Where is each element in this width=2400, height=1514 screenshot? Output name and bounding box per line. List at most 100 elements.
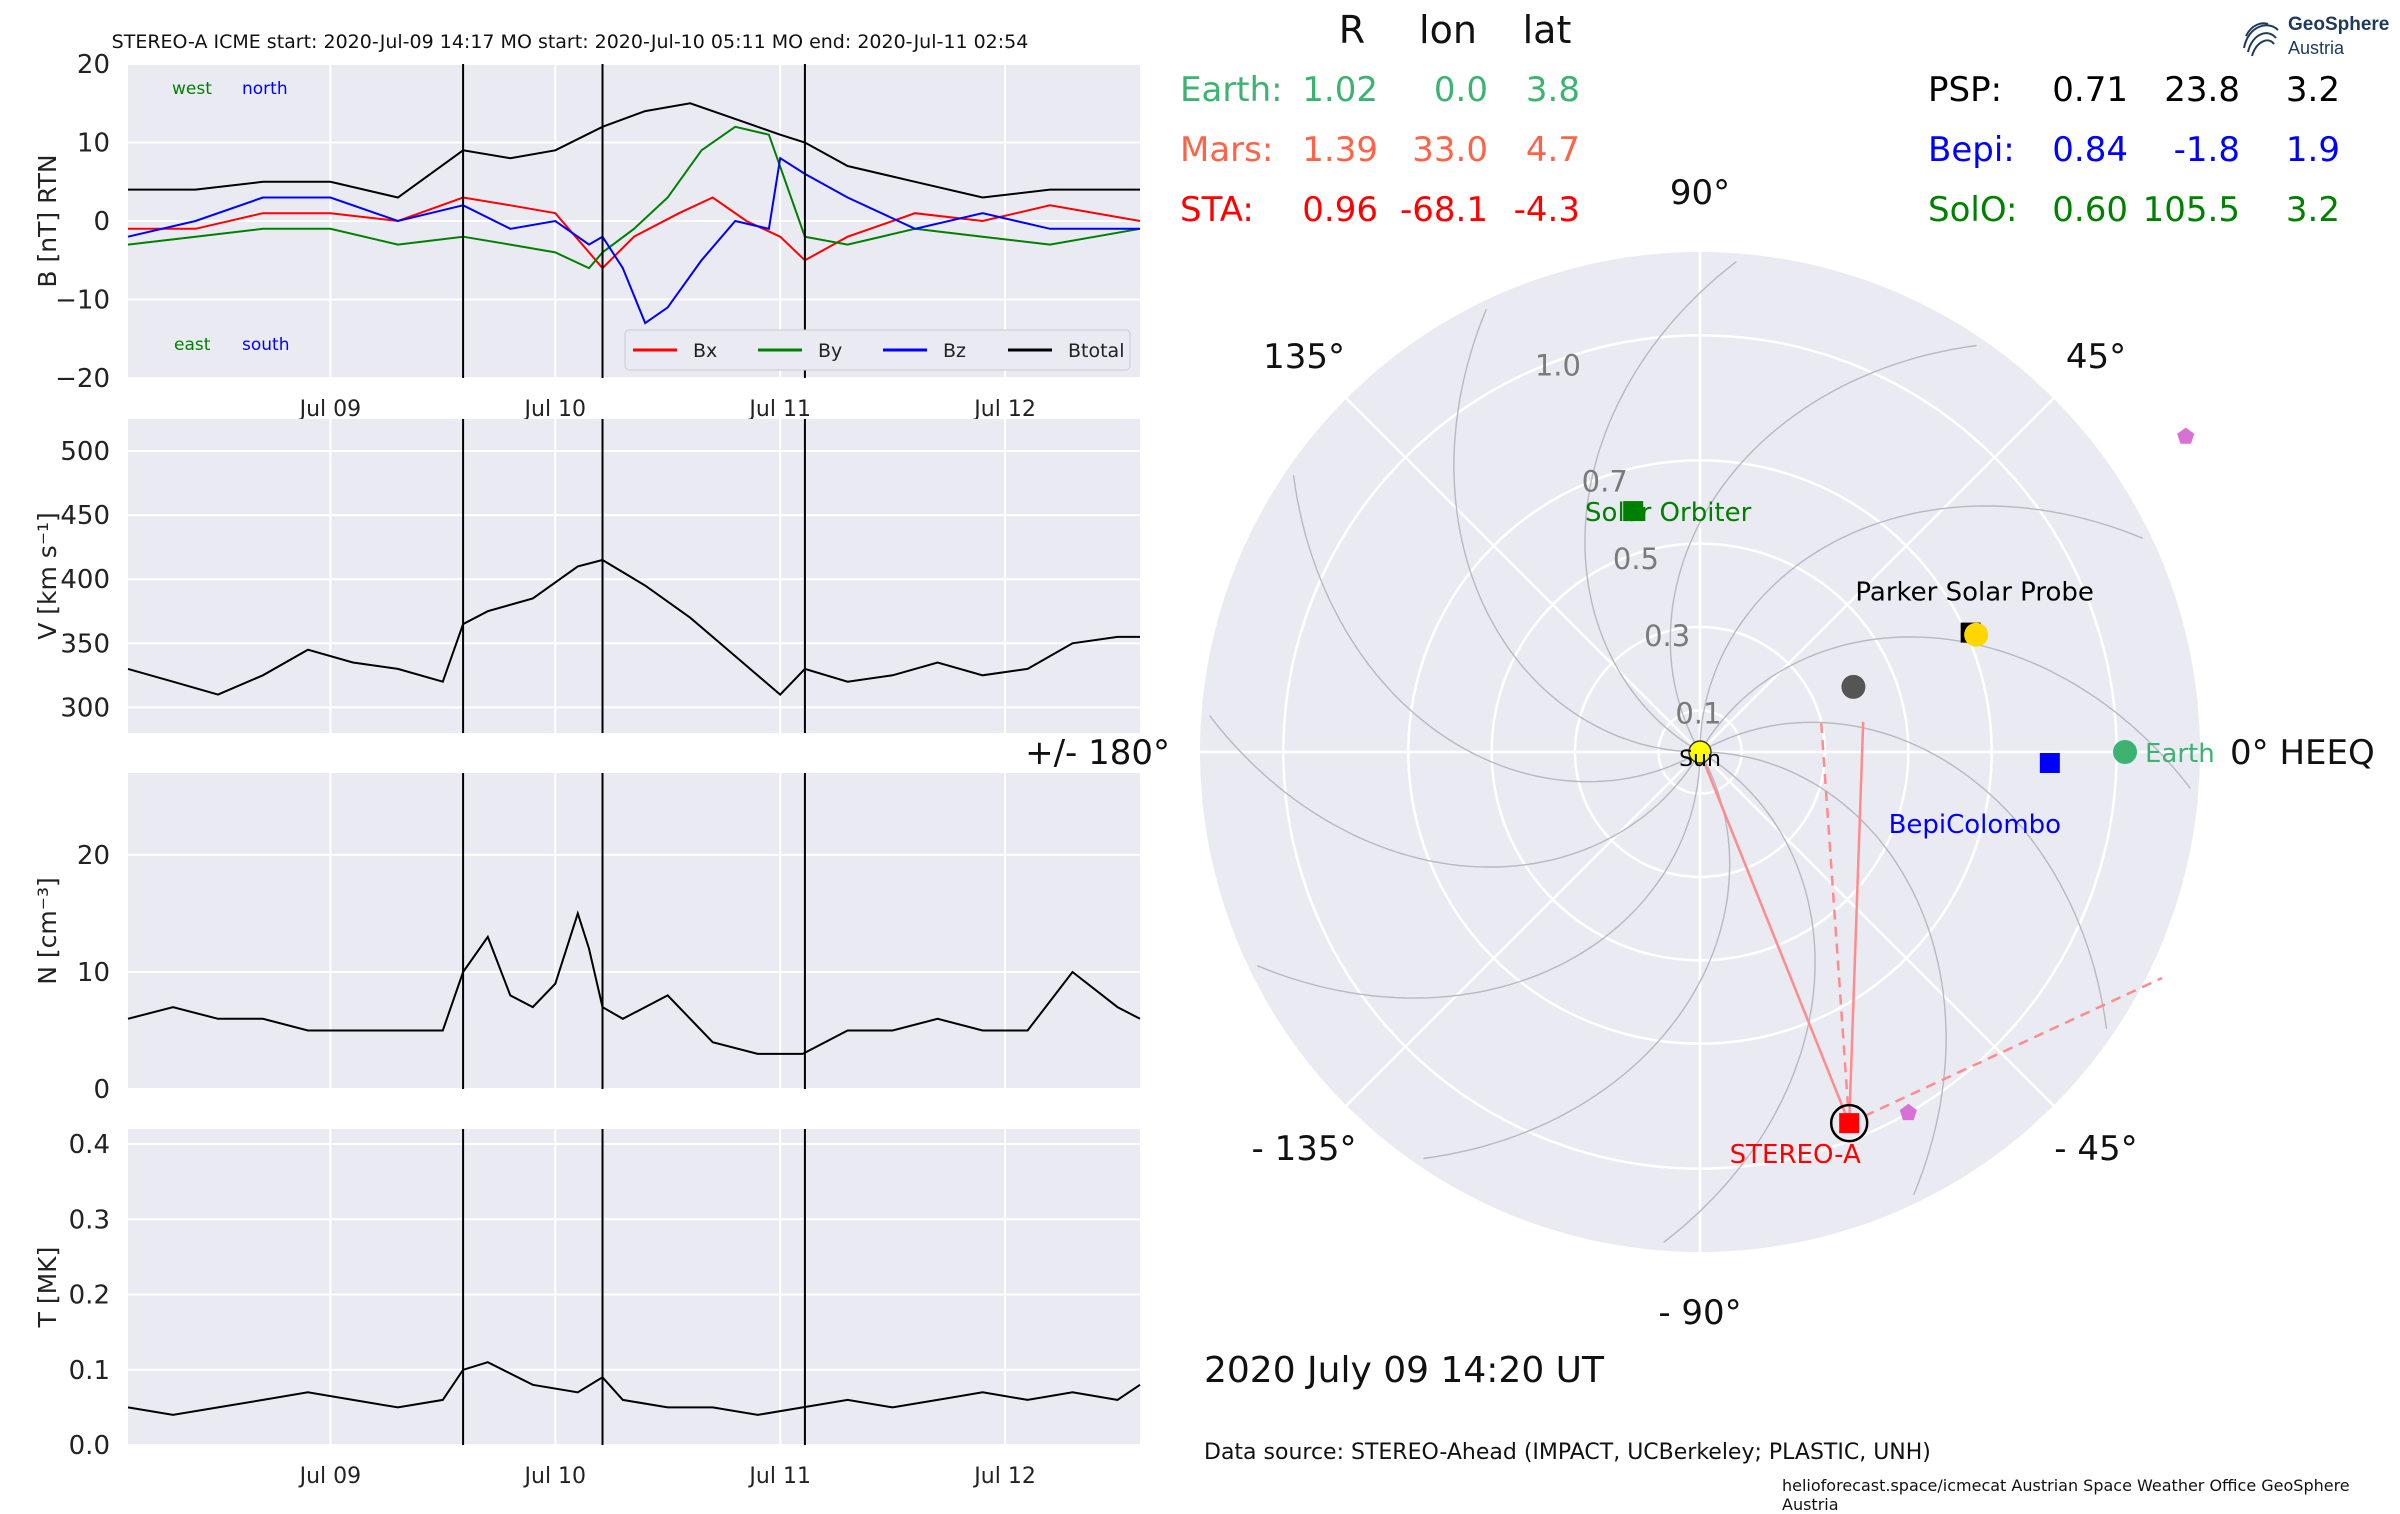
- series-line-data: [127, 558, 1140, 696]
- sta-view-line: [1847, 721, 1865, 1124]
- corner-label-east: east: [174, 335, 211, 355]
- y-tick-label: 10: [77, 129, 110, 159]
- x-tick-label: Jul 11: [747, 1464, 811, 1489]
- radius-label: 0.1: [1675, 696, 1721, 730]
- spiral-line: [1423, 758, 1731, 1160]
- panel-4: 0.4 0.3 0.2 0.1 0.0 T [MK] Jul 09 Jul 10 Jul 11 J…: [33, 1129, 1141, 1489]
- spiral-line: [1256, 760, 1701, 999]
- spiral-line: [1703, 636, 2191, 789]
- legend-entry: Bz: [943, 340, 966, 362]
- series-line-data: [127, 910, 1141, 1055]
- sun-sta-line: [1698, 751, 1851, 1124]
- spiral-line: [1663, 755, 1816, 1243]
- y-tick-label: 0.3: [69, 1205, 110, 1235]
- spiral-line: [1708, 751, 1947, 1196]
- solar-orbiter-marker: [1623, 501, 1644, 522]
- x-tick-label: Jul 09: [298, 397, 362, 422]
- angle-spoke: [1699, 397, 2055, 753]
- bepicolombo-marker: [2039, 752, 2060, 773]
- radius-label: 0.3: [1644, 619, 1690, 653]
- x-tick-label: Jul 11: [747, 397, 811, 422]
- series-line-by: [127, 125, 1141, 270]
- y-tick-label: 0.2: [69, 1281, 110, 1311]
- y-tick-label: 350: [60, 629, 110, 659]
- y-axis-label: V [km s⁻¹]: [33, 512, 62, 640]
- angle-label: 45°: [2066, 337, 2126, 377]
- series-line-bz: [127, 156, 1140, 325]
- legend-entry: By: [818, 340, 842, 362]
- y-axis-label: B [nT] RTN: [33, 154, 62, 287]
- mars-marker: [2177, 427, 2195, 444]
- radius-label: 0.7: [1582, 465, 1628, 499]
- geosphere-logo-icon: [2243, 22, 2279, 57]
- radius-label: 0.5: [1613, 542, 1659, 576]
- bepicolombo-label: BepiColombo: [1889, 810, 2062, 840]
- panel-background: [128, 419, 1140, 733]
- y-tick-label: −20: [55, 364, 110, 394]
- series-line-bx: [128, 196, 1141, 270]
- y-tick-label: −10: [55, 286, 110, 316]
- earth-label: Earth: [2145, 739, 2215, 769]
- panel-background: [128, 1129, 1140, 1445]
- angle-label: - 135°: [1252, 1129, 1357, 1169]
- mercury-marker: [1841, 674, 1866, 699]
- corner-label-north: north: [242, 79, 288, 99]
- spiral-line: [1209, 715, 1697, 868]
- x-tick-label: Jul 10: [523, 1464, 587, 1489]
- angle-label: +/- 180°: [1025, 733, 1170, 773]
- data-source: Data source: STEREO-Ahead (IMPACT, UCBer…: [1204, 1440, 1931, 1465]
- legend-entry: Bx: [693, 340, 717, 362]
- x-tick-label: Jul 10: [523, 397, 587, 422]
- y-tick-label: 0: [93, 1075, 110, 1105]
- series-line-data: [127, 1361, 1141, 1416]
- radius-label: 1.0: [1535, 349, 1581, 383]
- y-tick-label: 0: [93, 207, 110, 237]
- angle-spoke: [1345, 751, 1701, 1107]
- timeseries-panels: 20 10 0 −10 −20 B [nT] RTN Jul 09 Jul 10 Jul 11 J…: [33, 50, 1141, 1489]
- angle-label: 0° HEEQ: [2230, 733, 2375, 773]
- legend-entry: Btotal: [1068, 340, 1124, 362]
- parker-solar-probe-label: Parker Solar Probe: [1855, 578, 2093, 608]
- sun-marker: [1688, 740, 1712, 764]
- angle-spoke: [1699, 751, 2055, 1107]
- y-tick-label: 450: [60, 501, 110, 531]
- series-line-btotal: [128, 102, 1140, 199]
- x-tick-label: Jul 12: [972, 1464, 1036, 1489]
- sun-label: Sun: [1679, 747, 1721, 772]
- angle-label: - 45°: [2054, 1129, 2137, 1169]
- y-axis-label: T [MK]: [33, 1247, 62, 1329]
- spiral-line: [1669, 344, 1977, 746]
- spiral-line: [1453, 308, 1692, 753]
- stereo-a-marker: [1839, 1113, 1860, 1134]
- credits: helioforecast.space/icmecat Austrian Spa…: [1782, 1476, 2350, 1514]
- angle-label: 135°: [1263, 337, 1345, 377]
- logo-line2: Austria: [2288, 38, 2345, 58]
- spiral-line: [1706, 721, 2108, 1029]
- stereo-a-label: STEREO-A: [1730, 1140, 1861, 1170]
- y-axis-label: N [cm⁻³]: [33, 877, 62, 984]
- y-tick-label: 0.0: [69, 1431, 110, 1461]
- panel-3: 20 10 0 N [cm⁻³]: [33, 773, 1141, 1105]
- panel-background: [128, 773, 1140, 1089]
- sta-fov-dashed: [1848, 976, 2163, 1125]
- y-tick-label: 0.1: [69, 1356, 110, 1386]
- figure-title: STEREO-A ICME start: 2020-Jul-09 14:17 M…: [112, 31, 1029, 53]
- earth-marker: [2113, 740, 2137, 764]
- y-tick-label: 300: [60, 693, 110, 723]
- legend-frame: [624, 329, 1131, 371]
- date-label: 2020 July 09 14:20 UT: [1204, 1350, 1605, 1391]
- angle-spoke: [1345, 397, 1701, 753]
- angle-label: - 90°: [1658, 1293, 1741, 1333]
- parker-spirals: [1209, 261, 2191, 1243]
- stereo-a-ring: [1829, 1103, 1869, 1143]
- y-tick-label: 0.4: [69, 1130, 110, 1160]
- y-tick-label: 10: [77, 958, 110, 988]
- corner-label-west: west: [172, 79, 212, 99]
- spiral-line: [1292, 475, 1694, 783]
- legend: Bx By Bz Btotal: [624, 329, 1131, 371]
- angle-label: 90°: [1670, 173, 1730, 213]
- polar-position-plot: 0.1 0.3 0.5 0.7 1.0 0° HEEQ 45° 90° 135° +/- 180°…: [1025, 173, 2375, 1333]
- x-tick-label: Jul 09: [298, 1464, 362, 1489]
- spiral-line: [1584, 261, 1737, 749]
